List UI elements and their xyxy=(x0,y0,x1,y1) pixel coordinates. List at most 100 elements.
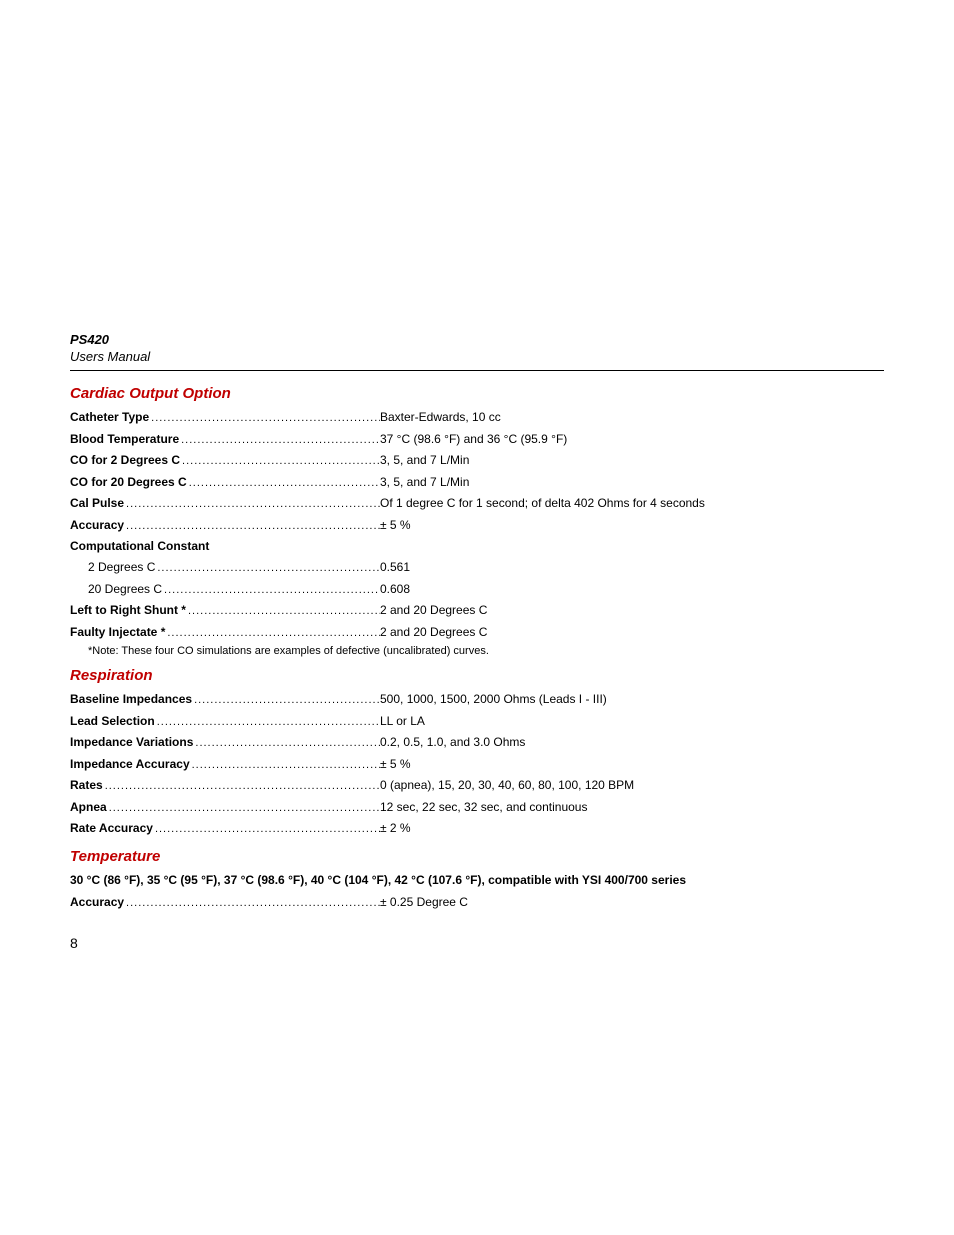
spec-label: Apnea xyxy=(70,798,107,816)
spec-value: 0.608 xyxy=(380,580,410,598)
spec-label: Accuracy xyxy=(70,893,124,911)
spec-lead: Left to Right Shunt * ..................… xyxy=(70,601,380,620)
spec-value: 2 and 20 Degrees C xyxy=(380,601,487,619)
manual-label: Users Manual xyxy=(70,349,884,364)
spec-label: Rate Accuracy xyxy=(70,819,153,837)
spec-lead: Accuracy ...............................… xyxy=(70,516,380,535)
leader-dots: ........................................… xyxy=(180,453,380,470)
respiration-rows: Baseline Impedances ....................… xyxy=(70,690,884,838)
spec-label: CO for 20 Degrees C xyxy=(70,473,187,491)
cardiac-rows2: Left to Right Shunt * ..................… xyxy=(70,601,884,641)
spec-row: Impedance Accuracy .....................… xyxy=(70,755,884,774)
leader-dots: ........................................… xyxy=(124,518,380,535)
product-code: PS420 xyxy=(70,332,884,347)
spec-lead: Blood Temperature ......................… xyxy=(70,430,380,449)
spec-value: 0.561 xyxy=(380,558,410,576)
spec-label: Catheter Type xyxy=(70,408,149,426)
leader-dots: ........................................… xyxy=(165,625,380,642)
spec-value: ± 5 % xyxy=(380,516,411,534)
spec-lead: Impedance Variations ...................… xyxy=(70,733,380,752)
spec-label: Lead Selection xyxy=(70,712,155,730)
cardiac-rows: Catheter Type ..........................… xyxy=(70,408,884,534)
spec-row: 20 Degrees C ...........................… xyxy=(70,580,884,599)
spec-label: Baseline Impedances xyxy=(70,690,192,708)
section-title-cardiac: Cardiac Output Option xyxy=(70,385,884,402)
spec-label: Impedance Variations xyxy=(70,733,193,751)
spec-row: CO for 2 Degrees C .....................… xyxy=(70,451,884,470)
leader-dots: ........................................… xyxy=(107,800,380,817)
leader-dots: ........................................… xyxy=(149,410,380,427)
temperature-rows: Accuracy ...............................… xyxy=(70,893,884,912)
comp-constant-label: Computational Constant xyxy=(70,537,209,555)
leader-dots: ........................................… xyxy=(179,432,380,449)
computational-constant-heading: Computational Constant xyxy=(70,537,884,555)
spec-row: Blood Temperature ......................… xyxy=(70,430,884,449)
spec-lead: Accuracy ...............................… xyxy=(70,893,380,912)
spec-lead: Baseline Impedances ....................… xyxy=(70,690,380,709)
spec-label: Impedance Accuracy xyxy=(70,755,190,773)
page-header: PS420 Users Manual xyxy=(70,332,884,364)
spec-lead: Lead Selection .........................… xyxy=(70,712,380,731)
spec-value: ± 5 % xyxy=(380,755,411,773)
spec-value: ± 0.25 Degree C xyxy=(380,893,468,911)
spec-label: CO for 2 Degrees C xyxy=(70,451,180,469)
spec-row: Baseline Impedances ....................… xyxy=(70,690,884,709)
leader-dots: ........................................… xyxy=(124,895,380,912)
leader-dots: ........................................… xyxy=(190,757,380,774)
spec-row: Cal Pulse ..............................… xyxy=(70,494,884,513)
spec-lead: CO for 20 Degrees C ....................… xyxy=(70,473,380,492)
spec-value: Baxter-Edwards, 10 cc xyxy=(380,408,501,426)
spec-value: Of 1 degree C for 1 second; of delta 402… xyxy=(380,494,705,512)
spec-value: 0 (apnea), 15, 20, 30, 40, 60, 80, 100, … xyxy=(380,776,634,794)
spec-row: Apnea ..................................… xyxy=(70,798,884,817)
spec-row: CO for 20 Degrees C ....................… xyxy=(70,473,884,492)
spec-label: Rates xyxy=(70,776,103,794)
spec-row: Faulty Injectate * .....................… xyxy=(70,623,884,642)
section-title-temperature: Temperature xyxy=(70,848,884,865)
spec-row: 2 Degrees C ............................… xyxy=(70,558,884,577)
spec-row: Rate Accuracy ..........................… xyxy=(70,819,884,838)
spec-label: Blood Temperature xyxy=(70,430,179,448)
header-rule xyxy=(70,370,884,371)
spec-row: Left to Right Shunt * ..................… xyxy=(70,601,884,620)
page-number: 8 xyxy=(70,935,884,951)
section-title-respiration: Respiration xyxy=(70,667,884,684)
leader-dots: ........................................… xyxy=(186,603,380,620)
spec-lead: Rate Accuracy ..........................… xyxy=(70,819,380,838)
comp-constant-rows: 2 Degrees C ............................… xyxy=(70,558,884,598)
spec-value: 0.2, 0.5, 1.0, and 3.0 Ohms xyxy=(380,733,525,751)
spec-row: Accuracy ...............................… xyxy=(70,893,884,912)
temperature-line: 30 °C (86 °F), 35 °C (95 °F), 37 °C (98.… xyxy=(70,871,884,889)
spec-lead: Cal Pulse ..............................… xyxy=(70,494,380,513)
spec-lead: Rates ..................................… xyxy=(70,776,380,795)
leader-dots: ........................................… xyxy=(124,496,380,513)
spec-value: 12 sec, 22 sec, 32 sec, and continuous xyxy=(380,798,587,816)
spec-label: Left to Right Shunt * xyxy=(70,601,186,619)
spec-value: 37 °C (98.6 °F) and 36 °C (95.9 °F) xyxy=(380,430,567,448)
spec-label: 20 Degrees C xyxy=(88,580,162,598)
spec-label: Accuracy xyxy=(70,516,124,534)
page: PS420 Users Manual Cardiac Output Option… xyxy=(0,0,954,1011)
spec-label: Cal Pulse xyxy=(70,494,124,512)
cardiac-note: *Note: These four CO simulations are exa… xyxy=(88,645,884,657)
spec-label: Faulty Injectate * xyxy=(70,623,165,641)
spec-value: ± 2 % xyxy=(380,819,411,837)
spec-row: Impedance Variations ...................… xyxy=(70,733,884,752)
spec-lead: Faulty Injectate * .....................… xyxy=(70,623,380,642)
leader-dots: ........................................… xyxy=(155,560,380,577)
leader-dots: ........................................… xyxy=(155,714,380,731)
spec-value: 2 and 20 Degrees C xyxy=(380,623,487,641)
spec-lead: Apnea ..................................… xyxy=(70,798,380,817)
spec-row: Lead Selection .........................… xyxy=(70,712,884,731)
leader-dots: ........................................… xyxy=(187,475,380,492)
spec-value: 3, 5, and 7 L/Min xyxy=(380,473,469,491)
spec-label: 2 Degrees C xyxy=(88,558,155,576)
leader-dots: ........................................… xyxy=(162,582,380,599)
leader-dots: ........................................… xyxy=(103,778,380,795)
spec-row: Rates ..................................… xyxy=(70,776,884,795)
spec-row: Accuracy ...............................… xyxy=(70,516,884,535)
spec-lead: 2 Degrees C ............................… xyxy=(88,558,380,577)
leader-dots: ........................................… xyxy=(153,821,380,838)
spec-lead: Catheter Type ..........................… xyxy=(70,408,380,427)
spec-value: 3, 5, and 7 L/Min xyxy=(380,451,469,469)
